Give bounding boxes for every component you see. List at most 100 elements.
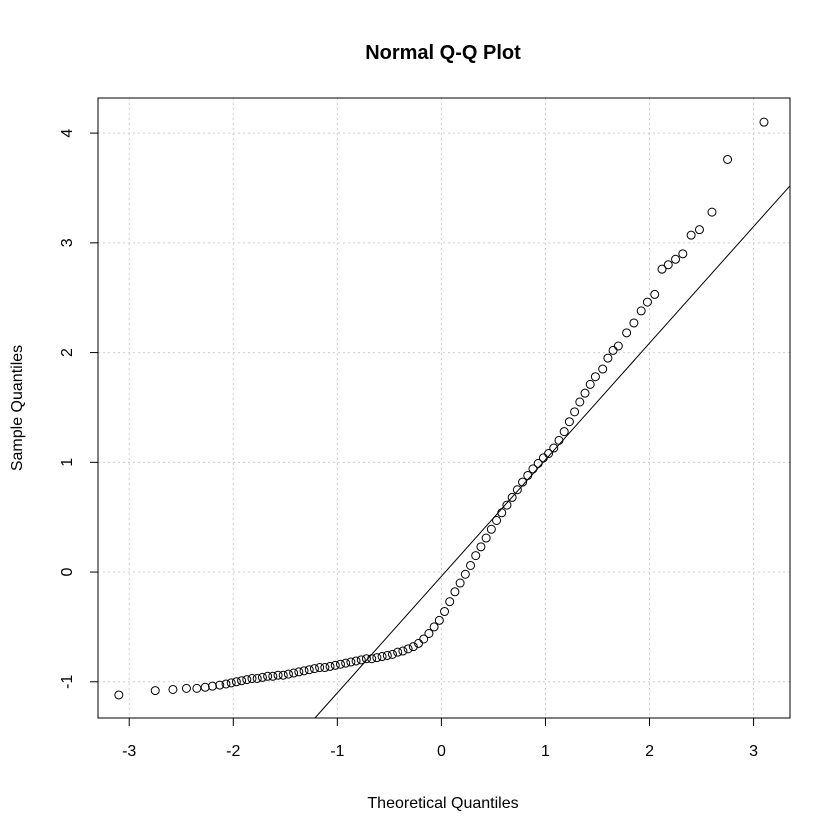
- data-point: [636, 306, 646, 316]
- data-point: [372, 653, 382, 663]
- data-point: [387, 649, 397, 659]
- data-point: [377, 652, 387, 662]
- data-point: [613, 341, 623, 351]
- data-point: [200, 682, 210, 692]
- y-tick-label: 3: [59, 238, 76, 247]
- data-point: [257, 672, 267, 682]
- x-tick-label: 0: [437, 743, 446, 760]
- y-axis-title: Sample Quantiles: [9, 345, 26, 471]
- data-point: [450, 587, 460, 597]
- data-point: [481, 533, 491, 543]
- data-point: [471, 551, 481, 561]
- data-point: [393, 647, 403, 657]
- data-point: [221, 679, 231, 689]
- data-point: [629, 318, 639, 328]
- data-point: [723, 154, 733, 164]
- data-point: [403, 644, 413, 654]
- x-tick-label: -2: [226, 743, 240, 760]
- data-point: [278, 670, 288, 680]
- data-point: [320, 663, 330, 673]
- data-point: [341, 658, 351, 668]
- data-point: [268, 671, 278, 681]
- data-point: [707, 207, 717, 217]
- data-point: [608, 345, 618, 355]
- data-point: [455, 578, 465, 588]
- data-point: [408, 642, 418, 652]
- x-tick-label: 1: [541, 743, 550, 760]
- data-point: [598, 364, 608, 374]
- data-point: [150, 686, 160, 696]
- x-tick-label: -3: [122, 743, 136, 760]
- data-point: [434, 615, 444, 625]
- data-point: [559, 427, 569, 437]
- data-point: [309, 664, 319, 674]
- data-point: [398, 646, 408, 656]
- y-tick-label: 0: [59, 568, 76, 577]
- data-point: [466, 560, 476, 570]
- data-point: [263, 671, 273, 681]
- data-point: [445, 597, 455, 607]
- data-point: [325, 661, 335, 671]
- data-point: [460, 569, 470, 579]
- data-point: [346, 657, 356, 667]
- data-point: [564, 417, 574, 427]
- data-point: [507, 492, 517, 502]
- y-tick-label: 4: [59, 129, 76, 138]
- data-point: [549, 443, 559, 453]
- data-point: [486, 524, 496, 534]
- data-point: [622, 328, 632, 338]
- data-point: [570, 407, 580, 417]
- data-point: [237, 676, 247, 686]
- data-point: [694, 225, 704, 235]
- data-point: [215, 680, 225, 690]
- data-point: [382, 650, 392, 660]
- data-point: [273, 670, 283, 680]
- data-point: [114, 690, 124, 700]
- chart-title: Normal Q-Q Plot: [365, 42, 521, 64]
- data-point: [414, 638, 424, 648]
- data-point: [512, 485, 522, 495]
- data-point: [419, 634, 429, 644]
- data-point: [580, 388, 590, 398]
- data-point: [283, 669, 293, 679]
- data-point: [671, 254, 681, 264]
- data-point: [502, 500, 512, 510]
- x-tick-label: 3: [749, 743, 758, 760]
- data-point: [294, 667, 304, 677]
- data-point: [492, 515, 502, 525]
- data-point: [686, 230, 696, 240]
- data-point: [585, 379, 595, 389]
- data-point: [657, 264, 667, 274]
- data-point: [361, 654, 371, 664]
- data-point: [231, 677, 241, 687]
- y-axis: -1 0 1 2 3 4: [59, 129, 99, 689]
- data-point: [304, 665, 314, 675]
- sample-points: [114, 117, 769, 700]
- x-axis: -3 -2 -1 0 1 2 3: [122, 717, 758, 760]
- data-point: [575, 397, 585, 407]
- data-point: [356, 655, 366, 665]
- data-point: [252, 673, 262, 683]
- data-point: [226, 678, 236, 688]
- y-tick-label: 2: [59, 348, 76, 357]
- data-point: [242, 675, 252, 685]
- data-point: [642, 297, 652, 307]
- data-point: [429, 622, 439, 632]
- data-point: [650, 289, 660, 299]
- data-point: [351, 656, 361, 666]
- data-point: [168, 684, 178, 694]
- data-point: [603, 353, 613, 363]
- data-point: [440, 607, 450, 617]
- data-point: [424, 629, 434, 639]
- data-point: [289, 668, 299, 678]
- data-point: [330, 660, 340, 670]
- data-point: [759, 117, 769, 127]
- data-point: [181, 683, 191, 693]
- data-point: [663, 260, 673, 270]
- reference-line: [314, 185, 791, 719]
- y-tick-label: 1: [59, 458, 76, 467]
- data-point: [247, 673, 257, 683]
- y-tick-label: -1: [59, 675, 76, 689]
- data-point: [315, 663, 325, 673]
